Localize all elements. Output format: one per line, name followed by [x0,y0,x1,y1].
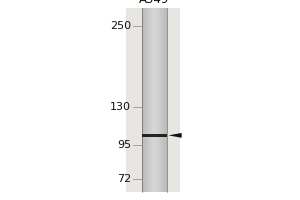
Text: A549: A549 [139,0,170,6]
Bar [143,8,144,192]
Bar [156,8,157,192]
Bar [151,8,152,192]
Polygon shape [169,133,182,138]
Bar [162,8,163,192]
Bar [153,8,154,192]
Bar [145,8,146,192]
Bar [160,8,161,192]
Bar [142,134,167,137]
Text: 130: 130 [110,102,131,112]
Bar [152,8,153,192]
Bar [148,8,149,192]
Bar [126,8,180,192]
Bar [144,8,145,192]
Bar [164,8,165,192]
Bar [142,8,143,192]
Bar [155,8,156,192]
Bar [147,8,148,192]
Bar [163,8,164,192]
Text: 72: 72 [117,174,131,184]
Bar [165,8,166,192]
Bar [154,8,155,192]
Bar [157,8,158,192]
Bar [161,8,162,192]
Bar [146,8,147,192]
Text: 95: 95 [117,140,131,150]
Bar [154,8,155,192]
Bar [149,8,150,192]
Bar [159,8,160,192]
Bar [150,8,151,192]
Text: 250: 250 [110,21,131,31]
Bar [158,8,159,192]
